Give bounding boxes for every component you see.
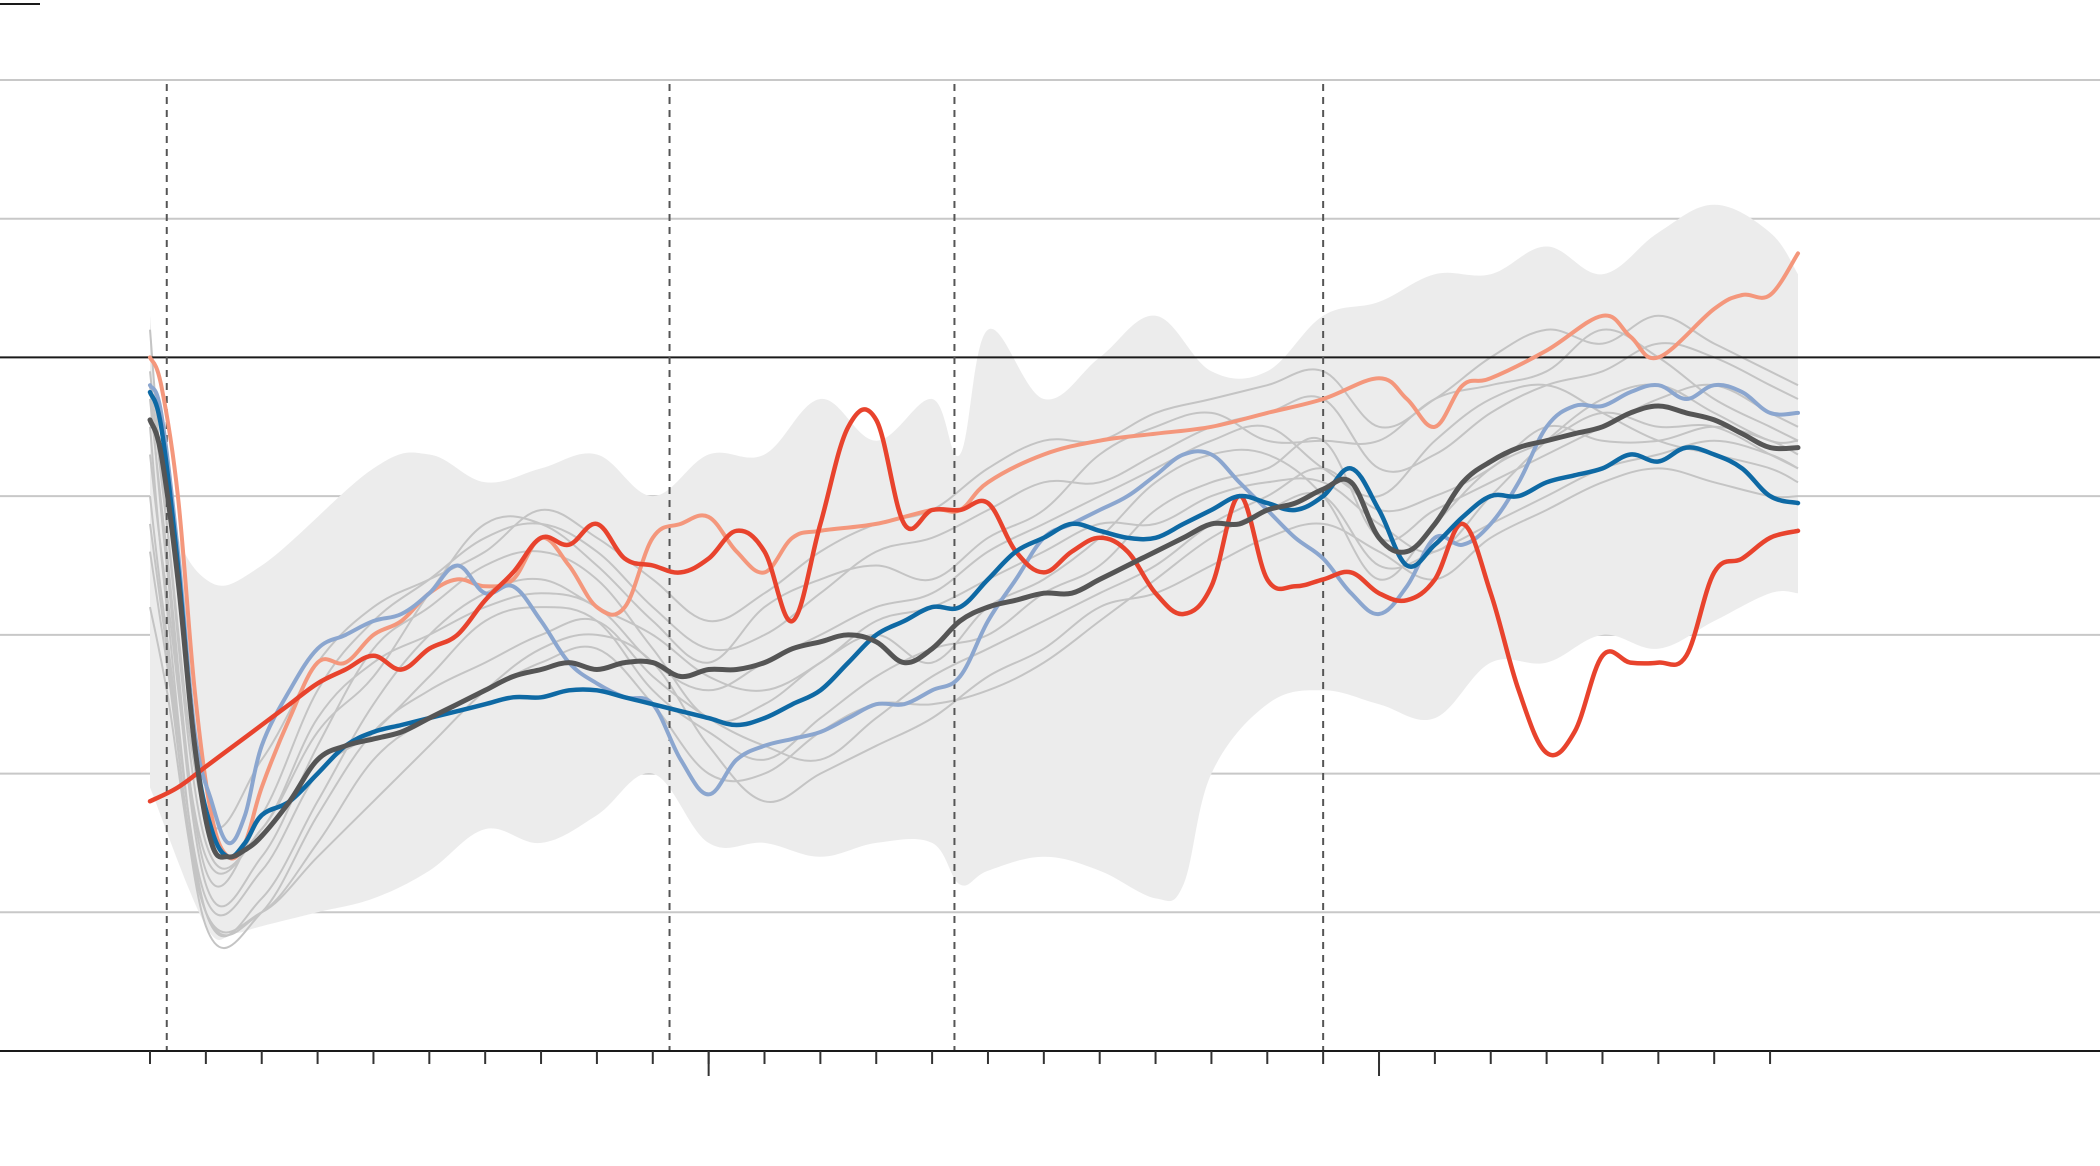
event-markers [165, 84, 1325, 1051]
background-series-line [149, 329, 1799, 870]
highlighted-series [147, 251, 1801, 861]
range-band-area [150, 204, 1798, 940]
range-band [150, 204, 1798, 940]
x-axis [0, 1050, 2100, 1076]
series-line [148, 382, 1800, 846]
series-line [147, 407, 1801, 804]
background-series-line [149, 342, 1799, 888]
background-series-line [149, 467, 1799, 934]
background-series-line [149, 383, 1799, 938]
series-line [147, 389, 1801, 860]
background-series-line [149, 328, 1799, 875]
series-line [147, 403, 1801, 860]
background-series-line [149, 439, 1799, 937]
series-line [148, 251, 1800, 861]
